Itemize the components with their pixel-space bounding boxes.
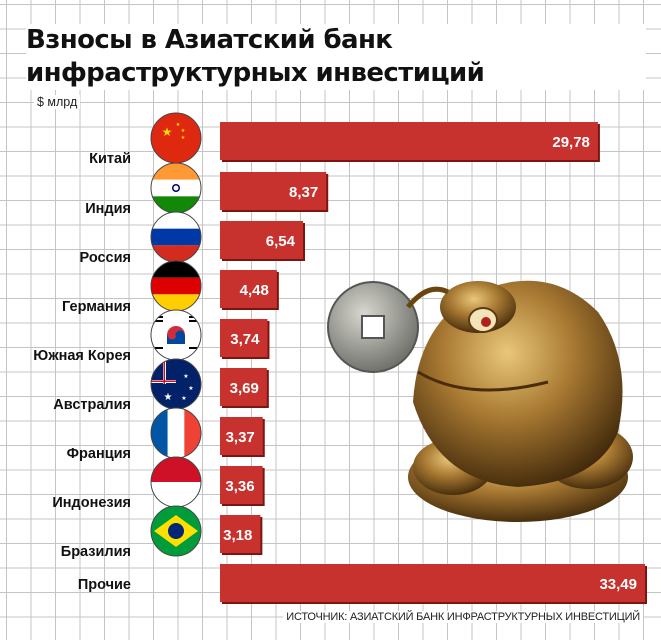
svg-text:★: ★ <box>162 125 173 139</box>
bar-7 <box>220 466 263 504</box>
china-flag-icon: ★ ★★★ <box>150 112 202 164</box>
money-toad-image <box>327 280 633 522</box>
category-label-3: Германия <box>62 299 131 315</box>
value-label-3: 4,48 <box>240 282 269 299</box>
category-label-7: Индонезия <box>52 495 131 511</box>
unit-label: $ млрд <box>34 95 81 109</box>
category-label-1: Индия <box>85 201 131 217</box>
source-note: ИСТОЧНИК: АЗИАТСКИЙ БАНК ИНФРАСТРУКТУРНЫ… <box>283 611 643 623</box>
bar-5 <box>220 368 267 406</box>
category-label-0: Китай <box>89 151 131 167</box>
value-label-1: 8,37 <box>289 184 318 201</box>
bar-6 <box>220 417 263 455</box>
category-label-9: Прочие <box>78 577 131 593</box>
category-label-8: Бразилия <box>61 544 131 560</box>
bar-8 <box>220 515 261 553</box>
category-label-6: Франция <box>67 446 131 462</box>
france-flag-icon <box>150 407 202 459</box>
australia-flag-icon: ★★★★ <box>150 358 202 410</box>
svg-text:★: ★ <box>183 373 188 380</box>
value-label-0: 29,78 <box>552 134 590 151</box>
bar-4 <box>220 319 268 357</box>
chart-title: Взносы в Азиатский банк инфраструктурных… <box>26 24 646 90</box>
svg-text:★: ★ <box>188 385 193 392</box>
category-label-2: Россия <box>80 250 131 266</box>
svg-text:★: ★ <box>176 122 181 128</box>
russia-flag-icon <box>150 211 202 263</box>
svg-text:★: ★ <box>164 392 173 403</box>
svg-text:★: ★ <box>181 135 186 141</box>
category-label-4: Южная Корея <box>33 348 131 364</box>
bar-2 <box>220 221 303 259</box>
value-label-2: 6,54 <box>266 233 296 250</box>
bar-3 <box>220 270 277 308</box>
bar-9 <box>220 564 645 602</box>
value-label-6: 3,37 <box>226 429 255 446</box>
germany-flag-icon <box>150 260 202 312</box>
value-label-9: 33,49 <box>599 576 637 593</box>
value-label-7: 3,36 <box>225 478 254 495</box>
bar-1 <box>220 172 327 210</box>
brazil-flag-icon <box>150 505 202 557</box>
category-label-5: Австралия <box>53 397 131 413</box>
title-line-2: инфраструктурных инвестиций <box>26 58 485 88</box>
value-label-4: 3,74 <box>230 331 260 348</box>
india-flag-icon <box>150 162 202 214</box>
bar-0 <box>220 122 598 160</box>
south-korea-flag-icon <box>150 309 202 361</box>
value-label-8: 3,18 <box>223 527 252 544</box>
svg-text:★: ★ <box>181 128 186 134</box>
svg-text:★: ★ <box>181 395 186 402</box>
value-label-5: 3,69 <box>230 380 259 397</box>
title-line-1: Взносы в Азиатский банк <box>26 25 393 55</box>
indonesia-flag-icon <box>150 456 202 508</box>
